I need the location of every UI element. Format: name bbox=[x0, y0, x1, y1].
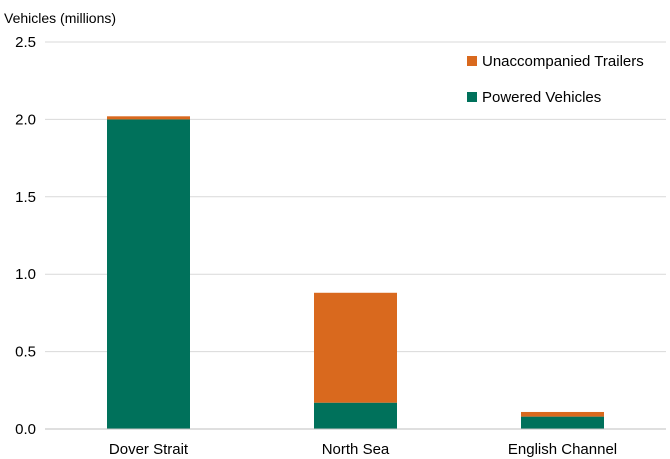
y-axis-title: Vehicles (millions) bbox=[4, 10, 116, 26]
y-tick-labels: 0.0 0.5 1.0 1.5 2.0 2.5 bbox=[15, 34, 36, 438]
x-tick-label: North Sea bbox=[322, 441, 390, 458]
bar-powered-vehicles-north-sea bbox=[314, 402, 397, 429]
y-tick-label: 0.5 bbox=[15, 344, 36, 361]
y-tick-label: 1.0 bbox=[15, 266, 36, 283]
x-tick-labels: Dover Strait North Sea English Channel bbox=[109, 441, 617, 458]
legend-swatch-unaccompanied-trailers bbox=[467, 56, 477, 66]
y-tick-label: 1.5 bbox=[15, 189, 36, 206]
bar-unaccompanied-trailers-north-sea bbox=[314, 292, 397, 403]
legend-swatch-powered-vehicles bbox=[467, 92, 477, 102]
legend: Unaccompanied Trailers Powered Vehicles bbox=[467, 53, 644, 106]
bar-powered-vehicles-english-channel bbox=[521, 416, 604, 429]
y-tick-label: 0.0 bbox=[15, 421, 36, 438]
y-tick-label: 2.5 bbox=[15, 34, 36, 51]
legend-label-powered-vehicles: Powered Vehicles bbox=[482, 89, 601, 106]
x-tick-label: Dover Strait bbox=[109, 441, 189, 458]
x-tick-label: English Channel bbox=[508, 441, 617, 458]
bar-unaccompanied-trailers-dover-strait bbox=[107, 116, 190, 120]
y-tick-label: 2.0 bbox=[15, 111, 36, 128]
bar-unaccompanied-trailers-english-channel bbox=[521, 411, 604, 417]
legend-label-unaccompanied-trailers: Unaccompanied Trailers bbox=[482, 53, 644, 70]
bar-powered-vehicles-dover-strait bbox=[107, 119, 190, 430]
bars bbox=[107, 116, 604, 430]
